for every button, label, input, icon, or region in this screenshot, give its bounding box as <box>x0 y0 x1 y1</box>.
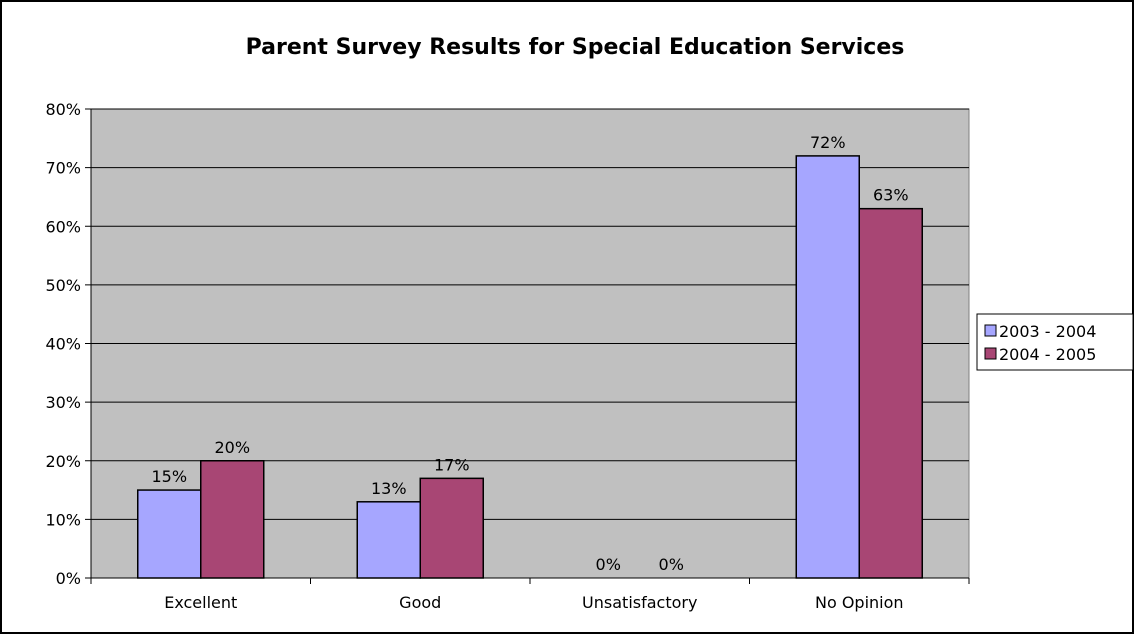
y-tick-label: 30% <box>45 393 81 412</box>
legend: 2003 - 2004 2004 - 2005 <box>976 313 1134 371</box>
data-label: 0% <box>596 555 621 574</box>
data-label: 15% <box>151 467 187 486</box>
bar <box>858 207 923 579</box>
bar <box>356 501 421 579</box>
legend-swatch <box>984 347 997 360</box>
data-label: 13% <box>371 479 407 498</box>
x-tick-label: Excellent <box>164 593 237 612</box>
bar <box>795 155 860 579</box>
bar <box>419 477 484 579</box>
data-label: 63% <box>873 186 909 205</box>
y-tick-label: 60% <box>45 217 81 236</box>
y-tick-label: 0% <box>56 569 81 588</box>
legend-swatch <box>984 324 997 337</box>
bar <box>137 489 202 579</box>
axes: 0% 10% 20% 30% 40% 50% 60% 70% 80% Excellent Good U… <box>45 100 970 612</box>
y-tick-label: 50% <box>45 276 81 295</box>
y-tick-label: 40% <box>45 335 81 354</box>
data-label: 17% <box>434 455 470 474</box>
y-tick-label: 70% <box>45 159 81 178</box>
data-label: 72% <box>810 133 846 152</box>
legend-label: 2003 - 2004 <box>999 322 1096 341</box>
legend-box <box>976 313 1134 371</box>
y-tick-label: 20% <box>45 452 81 471</box>
x-tick-label: Good <box>399 593 441 612</box>
y-tick-label: 10% <box>45 510 81 529</box>
x-tick-label: No Opinion <box>815 593 904 612</box>
legend-label: 2004 - 2005 <box>999 345 1096 364</box>
data-label: 20% <box>214 438 250 457</box>
data-labels: 15% 20% 13% 17% 0% 0% 72% 63% <box>151 133 908 574</box>
bars <box>137 155 923 579</box>
bar <box>200 460 265 579</box>
data-label: 0% <box>659 555 684 574</box>
y-tick-label: 80% <box>45 100 81 119</box>
x-tick-label: Unsatisfactory <box>582 593 697 612</box>
chart-title: Parent Survey Results for Special Educat… <box>246 35 905 60</box>
